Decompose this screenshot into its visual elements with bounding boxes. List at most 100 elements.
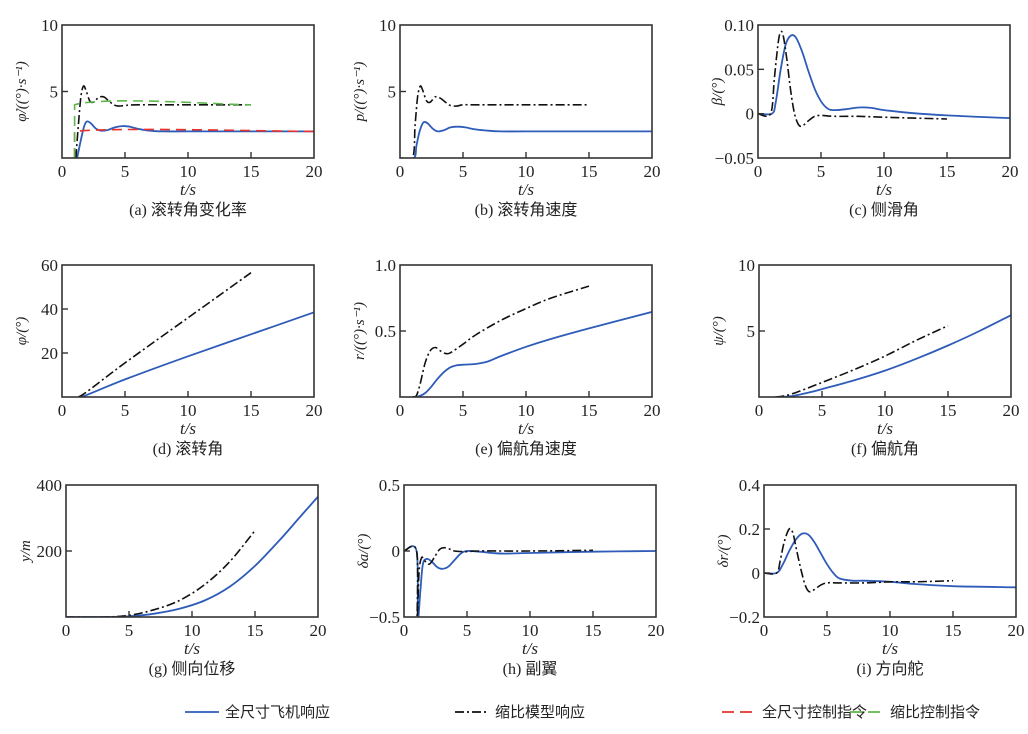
y-tick-label: 5 xyxy=(388,83,397,102)
legend-item-scale: 缩比模型响应 xyxy=(455,703,585,721)
series-line-scale xyxy=(75,85,252,158)
y-tick-label: 0 xyxy=(392,542,401,561)
x-tick-label: 5 xyxy=(459,401,468,420)
subplot-i: 0 5 10 15 200.40.20−0.2t/sδr/(°)(i) 方向舵 xyxy=(716,476,1025,678)
plot-frame xyxy=(61,24,315,159)
legend: 全尺寸飞机响应 缩比模型响应 全尺寸控制指令 缩比控制指令 xyxy=(185,703,980,721)
x-tick-label: 20 xyxy=(648,621,665,640)
subplot-caption: (a) 滚转角变化率 xyxy=(129,201,247,219)
x-axis-label: t/s xyxy=(882,639,898,658)
subplot-caption: (f) 偏航角 xyxy=(851,440,919,458)
y-tick-label: 0.5 xyxy=(379,476,400,495)
y-axis-label: φ̇/((°)·s⁻¹) xyxy=(14,61,30,121)
x-tick-label: 15 xyxy=(247,621,264,640)
y-tick-label: 0.4 xyxy=(739,476,761,495)
subplot-b: 0 5 10 15 20 10 5 t/s p/((°)·s⁻¹) (b) 滚转角速度 xyxy=(352,16,661,219)
plot-frame xyxy=(399,24,653,159)
y-tick-label: 400 xyxy=(37,476,63,495)
y-axis-label: p/((°)·s⁻¹) xyxy=(352,62,368,123)
subplot-caption: (d) 滚转角 xyxy=(153,440,224,458)
y-tick-label: 40 xyxy=(41,300,58,319)
y-tick-label: 10 xyxy=(738,256,755,275)
subplot-caption: (e) 偏航角速度 xyxy=(475,440,577,458)
x-tick-label: 15 xyxy=(585,621,602,640)
subplot-caption: (h) 副翼 xyxy=(503,660,558,678)
subplot-d: 0 5 10 15 20 60 40 20 t/s φ/(°) (d) 滚转角 xyxy=(14,256,323,458)
series-line-scale xyxy=(758,30,948,128)
x-tick-label: 5 xyxy=(463,621,472,640)
x-tick-label: 15 xyxy=(940,401,957,420)
y-axis-label: ψ/(°) xyxy=(711,316,727,345)
series-line-full xyxy=(79,311,314,397)
series-line-scale xyxy=(775,324,949,397)
plot-frame xyxy=(757,24,1011,159)
subplot-caption: (b) 滚转角速度 xyxy=(475,201,578,219)
y-axis-label: β/(°) xyxy=(710,78,726,107)
x-tick-label: 10 xyxy=(882,621,899,640)
x-tick-label: 15 xyxy=(581,401,598,420)
series-line-scale xyxy=(400,85,590,158)
x-tick-label: 5 xyxy=(125,621,134,640)
y-tick-label: 0 xyxy=(752,564,761,583)
legend-label: 缩比控制指令 xyxy=(890,703,980,721)
plot-frame xyxy=(758,264,1012,398)
y-tick-label: −0.05 xyxy=(715,149,754,168)
x-axis-label: t/s xyxy=(180,419,196,438)
y-tick-label: 60 xyxy=(41,256,58,275)
x-tick-label: 5 xyxy=(818,401,827,420)
subplot-c: 0 5 10 15 200.100.050−0.05t/sβ/(°)(c) 侧滑角 xyxy=(710,16,1019,219)
y-tick-label: 1.0 xyxy=(375,256,396,275)
y-axis-label: δa/(°) xyxy=(356,534,372,569)
x-tick-label: 0 xyxy=(754,162,763,181)
x-tick-label: 15 xyxy=(581,162,598,181)
series-line-full_cmd xyxy=(73,128,314,158)
subplot-a: 0 5 10 15 20 10 5 t/s φ̇/((°)·s⁻¹) (a) 滚转角变化率 xyxy=(14,16,323,219)
x-axis-label: t/s xyxy=(518,180,534,199)
x-tick-label: 20 xyxy=(644,162,661,181)
x-tick-label: 20 xyxy=(306,162,323,181)
x-tick-label: 0 xyxy=(62,621,71,640)
series-line-full xyxy=(404,545,656,617)
y-tick-label: 20 xyxy=(41,344,58,363)
series-line-full xyxy=(66,496,318,617)
x-axis-label: t/s xyxy=(184,639,200,658)
x-tick-label: 5 xyxy=(121,401,130,420)
x-tick-label: 20 xyxy=(310,621,327,640)
x-axis-label: t/s xyxy=(180,180,196,199)
x-tick-label: 15 xyxy=(939,162,956,181)
subplot-f: 0 5 10 15 20 10 5 t/s ψ/(°) (f) 偏航角 xyxy=(711,256,1020,458)
x-tick-label: 20 xyxy=(644,401,661,420)
y-tick-label: 0.2 xyxy=(739,520,760,539)
plot-frame xyxy=(65,484,319,618)
x-tick-label: 0 xyxy=(400,621,409,640)
series-line-full xyxy=(76,120,314,158)
x-tick-label: 15 xyxy=(243,401,260,420)
series-line-scale xyxy=(412,285,590,397)
x-tick-label: 10 xyxy=(184,621,201,640)
subplot-h: 0 5 10 15 200.50−0.5t/sδa/(°)(h) 副翼 xyxy=(356,476,665,678)
series-line-full xyxy=(777,314,1011,397)
series-line-scale_cmd xyxy=(73,100,252,158)
y-tick-label: −0.2 xyxy=(729,608,760,627)
x-axis-label: t/s xyxy=(522,639,538,658)
subplot-caption: (g) 侧向位移 xyxy=(149,660,236,678)
series-line-full xyxy=(764,532,1016,589)
x-tick-label: 0 xyxy=(396,401,405,420)
subplot-caption: (i) 方向舵 xyxy=(856,660,923,678)
subplot-e: 0 5 10 15 20 1.0 0.5 t/s r/((°)·s⁻¹) (e) 偏航角速度 xyxy=(352,256,661,458)
series-line-scale xyxy=(66,529,256,617)
y-tick-label: 5 xyxy=(747,322,756,341)
subplot-g: 0 5 10 15 20 400 200 t/s y/m (g) 侧向位移 xyxy=(18,476,327,678)
x-tick-label: 10 xyxy=(876,162,893,181)
y-tick-label: 200 xyxy=(37,542,63,561)
x-tick-label: 15 xyxy=(945,621,962,640)
x-tick-label: 5 xyxy=(121,162,130,181)
subplot-caption: (c) 侧滑角 xyxy=(849,201,919,219)
y-tick-label: 10 xyxy=(41,16,58,35)
y-tick-label: 0.05 xyxy=(724,60,754,79)
y-tick-label: 5 xyxy=(50,83,59,102)
x-tick-label: 15 xyxy=(243,162,260,181)
y-axis-label: δr/(°) xyxy=(716,535,732,568)
x-tick-label: 20 xyxy=(1008,621,1025,640)
